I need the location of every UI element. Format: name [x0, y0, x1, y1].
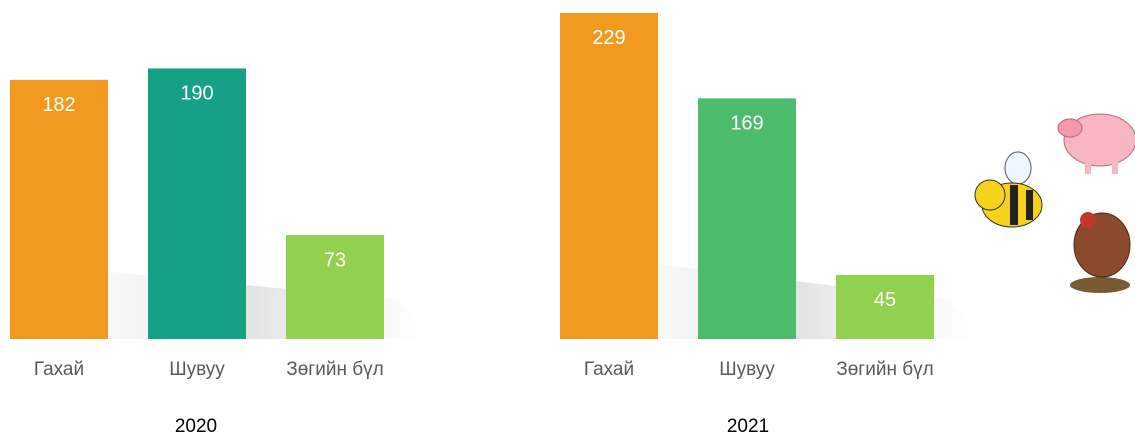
value-label: 229 [592, 27, 625, 49]
bar [836, 274, 934, 339]
category-label: Шувуу [719, 359, 775, 380]
turkey [1070, 212, 1131, 293]
value-label: 190 [180, 83, 213, 105]
category-label: Шувуу [169, 359, 225, 380]
chart-title: 2020 [175, 416, 217, 437]
pig [1057, 113, 1135, 174]
bar [560, 12, 658, 340]
animal-pictures [974, 113, 1135, 293]
value-label: 73 [324, 249, 346, 271]
category-label: Зөгийн бүл [836, 359, 933, 380]
value-label: 182 [42, 94, 75, 116]
bar [698, 98, 796, 340]
category-label: Гахай [584, 359, 634, 380]
category-label: Гахай [34, 359, 84, 380]
bar [10, 79, 108, 339]
value-label: 169 [730, 113, 763, 135]
value-label: 45 [874, 289, 896, 311]
category-label: Зөгийн бүл [286, 359, 383, 380]
bar [148, 68, 246, 339]
bee [974, 151, 1043, 228]
bar [286, 235, 384, 339]
chart-title: 2021 [727, 416, 769, 437]
